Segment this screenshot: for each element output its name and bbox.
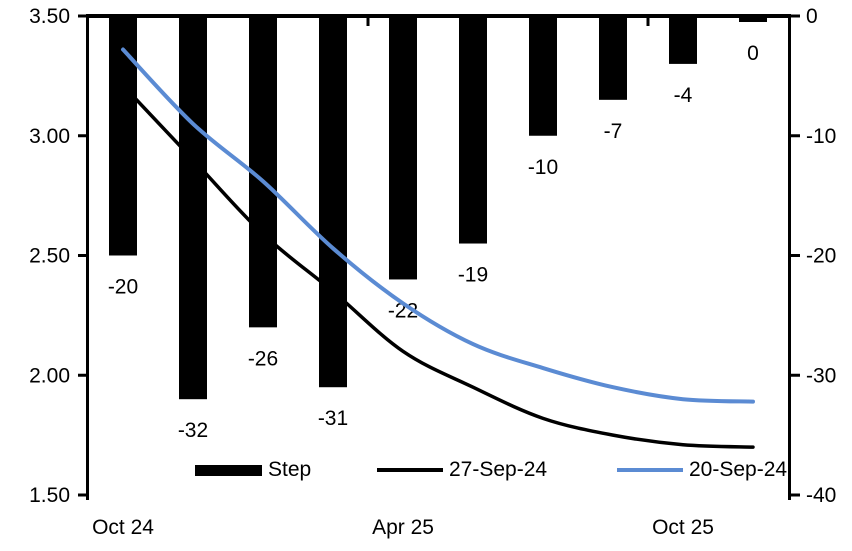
bar--4 [669, 16, 697, 64]
left-axis-tick [78, 254, 86, 257]
x-axis-tick [646, 18, 650, 26]
legend-label-27-sep-24: 27-Sep-24 [449, 458, 548, 481]
bar-label--22: -22 [388, 299, 418, 322]
bar-label-0: 0 [747, 42, 759, 65]
right-axis-tick [791, 373, 800, 377]
bar--31 [319, 16, 347, 388]
right-axis-label--30: -30 [806, 364, 836, 387]
x-axis-label-oct-25: Oct 25 [652, 516, 714, 539]
line-20-sep-24 [121, 47, 755, 404]
left-axis-tick [78, 14, 86, 18]
left-axis-label-1.50: 1.50 [29, 484, 70, 507]
legend-item-27-sep-24: 27-Sep-24 [377, 457, 547, 483]
left-axis-label-3.00: 3.00 [29, 125, 70, 148]
category-axis-line [86, 14, 791, 18]
bar-label--26: -26 [248, 347, 278, 370]
bar--32 [179, 16, 207, 400]
bar--22 [389, 16, 417, 280]
bar--10 [529, 16, 557, 136]
right-axis-tick [791, 134, 800, 138]
right-axis-tick [791, 254, 800, 257]
bar--7 [599, 16, 627, 100]
bar-label--7: -7 [604, 120, 623, 143]
x-axis-label-apr-25: Apr 25 [372, 516, 434, 539]
bar-label--19: -19 [458, 264, 488, 287]
legend-label-step: Step [268, 458, 312, 481]
left-axis-label-3.50: 3.50 [29, 5, 70, 28]
left-axis-label-2.00: 2.00 [29, 364, 70, 387]
bar-swatch [195, 464, 262, 476]
left-axis-label-2.50: 2.50 [29, 245, 70, 268]
left-axis-tick [78, 373, 86, 377]
x-axis-label-oct-24: Oct 24 [92, 516, 154, 539]
bar-label--4: -4 [674, 84, 693, 107]
legend-label-20-sep-24: 20-Sep-24 [689, 458, 788, 481]
right-axis-tick [791, 14, 800, 18]
x-axis-tick [366, 18, 370, 26]
right-axis-label--40: -40 [806, 484, 836, 507]
black-line-swatch [377, 468, 443, 472]
bar--20 [109, 16, 137, 256]
bar-label--10: -10 [528, 156, 558, 179]
right-axis-label--10: -10 [806, 125, 836, 148]
line-27-sep-24 [121, 83, 755, 449]
bar-label--31: -31 [318, 407, 348, 430]
left-axis-tick [78, 493, 86, 497]
legend-item-20-sep-24: 20-Sep-24 [617, 457, 787, 483]
legend-item-step: Step [195, 457, 311, 483]
bar-label--32: -32 [178, 419, 208, 442]
bar--19 [459, 16, 487, 244]
right-axis-label-0: 0 [806, 5, 818, 28]
bar-0 [739, 16, 767, 22]
bar-label--20: -20 [108, 276, 138, 299]
right-axis-label--20: -20 [806, 245, 836, 268]
blue-line-swatch [617, 468, 683, 472]
left-axis-spine [86, 14, 89, 500]
left-axis-tick [78, 134, 86, 138]
right-axis-tick [791, 493, 800, 497]
right-axis-spine [788, 14, 791, 500]
